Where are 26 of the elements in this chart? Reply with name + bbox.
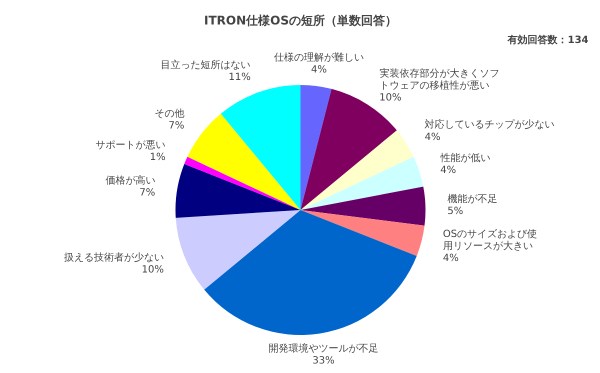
slice-label: 機能が不足 <box>447 192 498 205</box>
data-label: 4% <box>424 132 440 143</box>
data-label: 33% <box>312 356 335 367</box>
slice-label: サポートが悪い <box>96 140 166 152</box>
slice-label: 実装依存部分が大きくソフトウェアの移植性が悪い <box>379 67 500 92</box>
data-label: 7% <box>168 120 184 132</box>
slice-label: 扱える技術者が少ない <box>64 252 164 264</box>
slice-label: 性能が低い <box>439 152 490 164</box>
data-label: 4% <box>442 253 459 264</box>
slice-label: OSのサイズおよび使用リソースが大きい <box>442 228 538 252</box>
slice-label: 仕様の理解が難しい <box>274 52 364 64</box>
data-label: 4% <box>440 165 456 176</box>
slice-label: 対応しているチップが少ない <box>424 118 555 131</box>
slice-label: 開発環境やツールが不足 <box>268 342 378 355</box>
data-label: 11% <box>228 72 251 84</box>
slice-label: その他 <box>154 107 184 120</box>
data-label: 10% <box>142 264 164 276</box>
data-label: 1% <box>150 152 166 164</box>
data-label: 5% <box>447 206 464 217</box>
data-label: 4% <box>310 64 327 76</box>
data-label: 7% <box>139 188 156 199</box>
chart-title: ITRON仕様OSの短所（単数回答） <box>204 14 397 28</box>
text: 有効回答数：134 <box>506 34 589 46</box>
slice-label: 目立った短所はない <box>160 59 251 72</box>
slice-label: 価格が高い <box>105 174 156 186</box>
data-label: 10% <box>379 92 402 104</box>
